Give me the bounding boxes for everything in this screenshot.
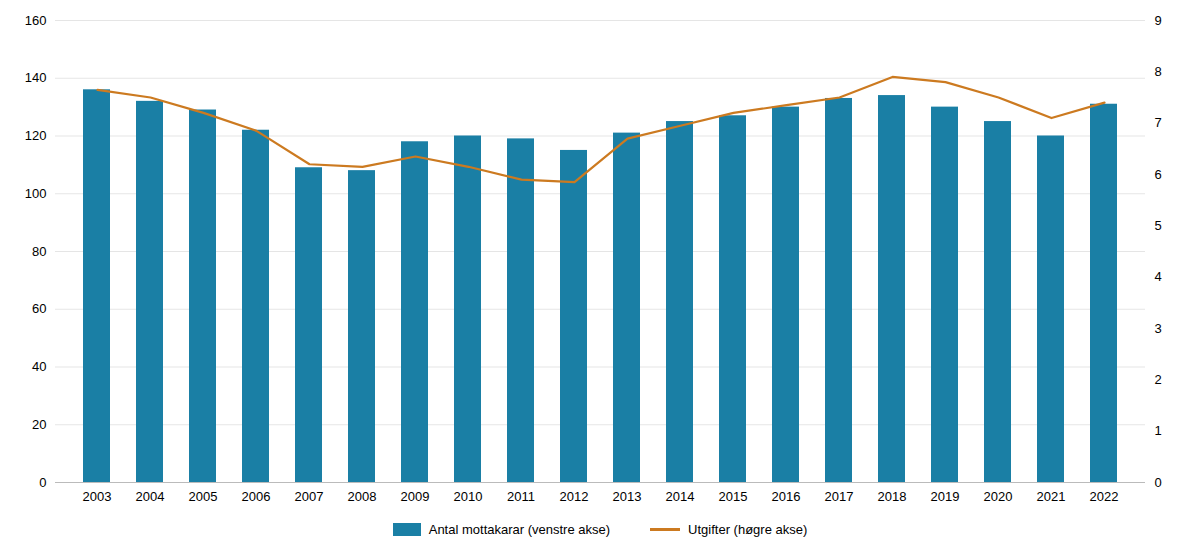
svg-text:100: 100 [25,186,47,201]
svg-text:2: 2 [1155,372,1162,387]
svg-text:140: 140 [25,70,47,85]
svg-text:2015: 2015 [719,489,748,504]
svg-text:7: 7 [1155,115,1162,130]
svg-text:4: 4 [1155,269,1162,284]
html-text:Utgifter (høgre akse): Utgifter (høgre akse) [688,522,808,537]
svg-text:2009: 2009 [401,489,430,504]
svg-text:2008: 2008 [348,489,377,504]
svg-text:2013: 2013 [613,489,642,504]
svg-text:160: 160 [25,13,47,28]
svg-text:6: 6 [1155,167,1162,182]
svg-text:2021: 2021 [1037,489,1066,504]
svg-text:2016: 2016 [772,489,801,504]
svg-text:2011: 2011 [507,489,535,504]
svg-text:40: 40 [32,359,46,374]
svg-text:8: 8 [1155,64,1162,79]
svg-text:5: 5 [1155,218,1162,233]
svg-text:60: 60 [32,301,46,316]
svg-text:2019: 2019 [931,489,960,504]
svg-text:120: 120 [25,128,47,143]
svg-text:2004: 2004 [136,489,165,504]
svg-text:3: 3 [1155,321,1162,336]
svg-text:2012: 2012 [560,489,589,504]
svg-text:2010: 2010 [454,489,483,504]
svg-text:0: 0 [39,475,46,490]
svg-text:2007: 2007 [295,489,324,504]
svg-text:20: 20 [32,417,46,432]
svg-text:2017: 2017 [825,489,854,504]
svg-text:0: 0 [1155,475,1162,490]
svg-text:2014: 2014 [666,489,695,504]
svg-text:80: 80 [32,244,46,259]
svg-text:2018: 2018 [878,489,907,504]
html-text:Antal mottakarar (venstre akse: Antal mottakarar (venstre akse) [428,522,611,537]
svg-text:2003: 2003 [83,489,112,504]
svg-text:2006: 2006 [242,489,271,504]
svg-text:2020: 2020 [984,489,1013,504]
svg-text:9: 9 [1155,13,1162,28]
svg-text:2022: 2022 [1090,489,1119,504]
svg-text:2005: 2005 [189,489,218,504]
svg-text:1: 1 [1155,423,1162,438]
